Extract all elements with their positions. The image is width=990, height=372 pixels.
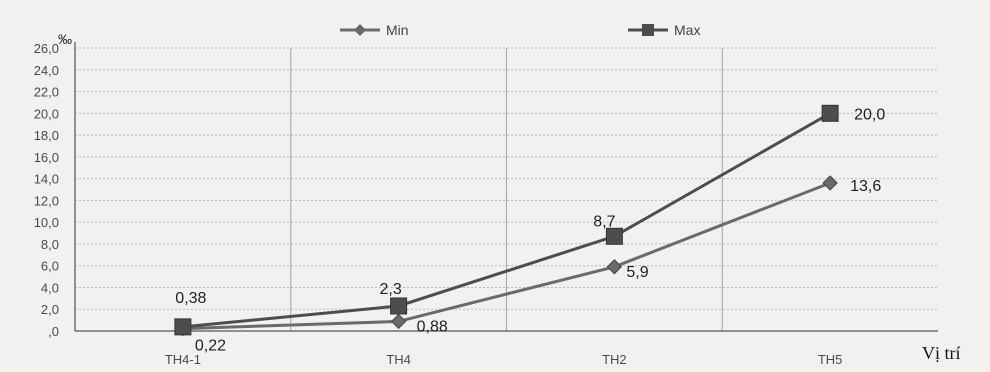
series-line-min [182, 181, 831, 331]
data-point-min [390, 313, 407, 330]
data-label-max: 0,38 [175, 290, 206, 307]
y-tick-label: 24,0 [34, 63, 59, 78]
data-label-min: 0,88 [417, 318, 448, 335]
series-line-max [182, 112, 831, 329]
data-label-min: 0,22 [195, 338, 226, 355]
y-tick-label: 12,0 [34, 193, 59, 208]
data-point-max [390, 297, 408, 315]
y-tick-label: 26,0 [34, 41, 59, 56]
data-label-max: 8,7 [593, 213, 615, 230]
data-point-max [174, 318, 192, 336]
data-label-max: 20,0 [854, 106, 885, 123]
y-axis-title: ‰ [58, 31, 72, 47]
data-point-max [821, 104, 839, 122]
y-tick-label: ,0 [48, 324, 59, 339]
x-tick-label: TH4-1 [165, 352, 201, 367]
x-tick-label: TH5 [818, 352, 843, 367]
data-point-min [606, 259, 623, 275]
y-tick-label: 16,0 [34, 150, 59, 165]
y-tick-label: 4,0 [41, 280, 59, 295]
x-tick-label: TH4 [386, 352, 411, 367]
data-point-max [605, 227, 623, 245]
y-tick-label: 10,0 [34, 215, 59, 230]
data-label-max: 2,3 [380, 281, 402, 298]
legend-marker-max [642, 24, 654, 36]
data-point-min [822, 175, 838, 191]
data-label-min: 13,6 [850, 178, 881, 195]
x-axis-title: Vị trí [922, 343, 961, 363]
y-tick-label: 2,0 [41, 302, 59, 317]
y-tick-label: 14,0 [34, 172, 59, 187]
y-tick-label: 18,0 [34, 128, 59, 143]
x-tick-label: TH2 [602, 352, 627, 367]
data-label-min: 5,9 [626, 264, 648, 281]
legend-label-min: Min [386, 22, 409, 38]
y-tick-label: 8,0 [41, 237, 59, 252]
y-tick-label: 22,0 [34, 85, 59, 100]
legend-marker-min [354, 24, 366, 36]
y-tick-label: 20,0 [34, 106, 59, 121]
legend-label-max: Max [674, 22, 700, 38]
y-tick-label: 6,0 [41, 259, 59, 274]
